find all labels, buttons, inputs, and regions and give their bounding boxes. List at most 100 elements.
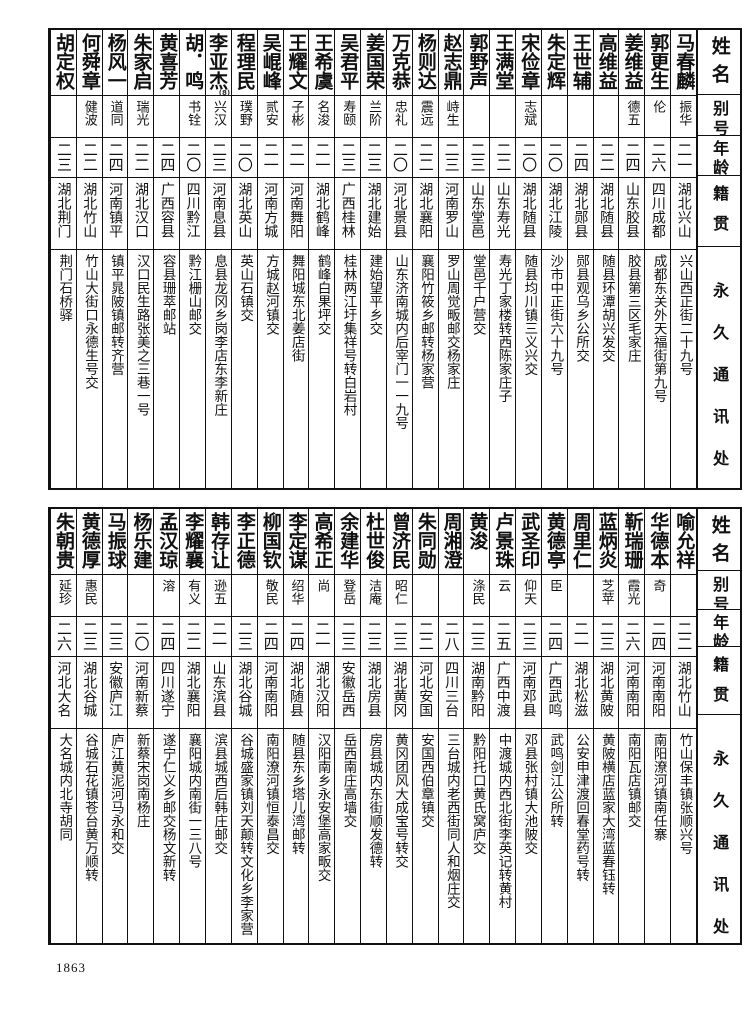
entry-address-text: 滨县城西后韩庄邮交 [211, 733, 228, 855]
entry-native-text: 广西武鸣 [546, 661, 563, 717]
entry-alias: 洁庵 [361, 575, 386, 617]
entry-alias: 峙生 [438, 96, 464, 138]
entry-address: 郧县观乌乡公所交 [568, 250, 593, 488]
entry-address: 南阳潦河镇恒泰昌交 [258, 729, 283, 943]
entry-address: 公安申津渡回春堂药号转 [568, 729, 593, 943]
entry-age: 二四 [619, 138, 645, 178]
entry-age: 二三 [335, 617, 361, 657]
entry-address: 武鸣剑江公所转 [542, 729, 567, 943]
entry-name-text: 孟汉琼 [156, 512, 179, 569]
entry-native-text: 四川三台 [443, 661, 460, 717]
entry-alias-text: 延珍 [55, 579, 71, 605]
roster-entry: 郭更生伦二六 四川成都 成都东关外天福街第九号 [644, 30, 671, 488]
entry-address-text: 方城赵河镇交 [262, 254, 279, 335]
entry-address-text: 沙市中正街六十九号 [547, 254, 564, 376]
entry-alias: 绍华 [283, 575, 309, 617]
entry-address-text: 南阳瓦店镇邮交 [624, 733, 641, 828]
entry-age-text: 二二 [494, 142, 513, 172]
roster-entry: 黄德厚 惠民 二三 湖北谷城 谷城石花镇苍台黄万顺转 [75, 509, 102, 943]
entry-address: 大名城内北寺胡同 [51, 729, 76, 943]
entry-address-text: 房县城内东街顺发德转 [366, 733, 383, 868]
entry-address: 遂宁仁义乡邮交杨文新转 [154, 729, 179, 943]
entry-native-text: 湖北黄冈 [391, 661, 408, 717]
entry-native-text: 山东寿光 [494, 182, 511, 238]
header-1-address-text: 永久通讯处 [710, 281, 730, 488]
roster-entry: 黄喜芳 二四 广西容县 容县珊萃邮站 [153, 30, 180, 488]
roster-entry: 高希正尚二一 湖北汉阳 汉阳南乡永安堡高家畈交 [308, 509, 335, 943]
entry-address-text: 大名城内北寺胡同 [56, 733, 73, 841]
roster-entry: 卢景珠云二五 广西中渡 中渡城内西北街李英记转黄村 [489, 509, 516, 943]
entry-address: 桂林两江圩集祥号转白岩村 [335, 250, 360, 488]
entry-age: 二四 [283, 617, 309, 657]
entry-age: 二三 [464, 138, 490, 178]
entry-native-text: 湖北汉阳 [313, 661, 330, 717]
entry-alias [438, 575, 464, 617]
entry-address-text: 英山石镇交 [237, 254, 254, 322]
roster-entry: 武圣印 仰天 二三 河南邓县 邓县张村镇大池陂交 [515, 509, 541, 943]
entry-name-text: 武圣印 [518, 512, 541, 569]
entry-age-text: 二三 [106, 621, 125, 651]
entry-age-text: 二一 [287, 142, 306, 172]
entry-address-text: 武鸣剑江公所转 [547, 733, 564, 828]
entry-alias: 臣 [541, 575, 567, 617]
entry-age-text: 二四 [649, 621, 668, 651]
entry-name-text: 朱家启 [130, 33, 153, 90]
entry-name: 黄喜芳 [154, 30, 180, 96]
entry-address: 庐江黄泥河马永和交 [103, 729, 128, 943]
entry-alias-text: 子彬 [288, 100, 304, 126]
entry-native: 湖北建始 [361, 178, 386, 250]
entry-name-text: 余建华 [337, 512, 360, 569]
entry-native: 河南方城 [257, 178, 283, 250]
entry-name: 何舜章 [76, 30, 102, 96]
entry-address: 汉阳南乡永安堡高家畈交 [309, 729, 334, 943]
header-2-native-text: 籍贯 [710, 656, 730, 715]
entry-age: 二四 [154, 617, 180, 657]
entry-address-text: 邓县张村镇大池陂交 [521, 733, 538, 855]
entry-age-text: 二三 [468, 621, 487, 651]
entry-address: 息县龙冈乡岗李店东李新庄 [206, 250, 231, 488]
entry-address: 谷城石花镇苍台黄万顺转 [77, 729, 102, 943]
entry-native: 山东寿光 [490, 178, 516, 250]
entry-native: 河南罗山 [438, 178, 464, 250]
entry-native-text: 湖北竹山 [675, 661, 692, 717]
entry-address: 邓县张村镇大池陂交 [516, 729, 541, 943]
entry-name: 姜维益 [619, 30, 645, 96]
entry-age: 二一 [257, 138, 283, 178]
entry-alias: 伦 [645, 96, 671, 138]
entry-age-text: 二三 [597, 621, 616, 651]
entry-native-text: 湖北江陵 [546, 182, 563, 238]
entry-address-text: 随县东乡塔儿湾邮转 [288, 733, 305, 855]
entry-alias [154, 96, 180, 138]
entry-address: 房县城内东街顺发德转 [361, 729, 386, 943]
entry-address-text: 襄阳竹筱乡邮转杨家营 [418, 254, 435, 389]
entry-native-text: 湖北襄阳 [184, 661, 201, 717]
entry-native-text: 广西桂林 [339, 182, 356, 238]
roster-entry: 李亚杰(8) 兴汉 二三 河南息县 息县龙冈乡岗李店东李新庄 [204, 30, 231, 488]
entry-age-text: 二二 [416, 142, 435, 172]
entry-alias-text: 书铨 [185, 100, 201, 126]
entry-age-text: 二二 [597, 142, 616, 172]
entry-alias [593, 96, 619, 138]
entry-name-text: 王希虞 [311, 33, 334, 90]
entry-address-text: 遂宁仁义乡邮交杨文新转 [159, 733, 176, 882]
entry-name: 李耀襄 [180, 509, 205, 575]
entry-name-text: 黄喜芳 [156, 33, 179, 90]
entry-alias-text: 登岳 [340, 579, 356, 605]
header-1-alias: 别号 [698, 95, 740, 137]
header-2-age: 年龄 [698, 610, 740, 648]
entry-address-text: 镇平晁陂镇邮转齐营 [107, 254, 124, 376]
entry-address: 黄冈团风大成宝号转交 [387, 729, 412, 943]
entry-native: 安徽庐江 [102, 657, 128, 729]
entry-age: 二三 [335, 138, 361, 178]
entry-native: 广西武鸣 [541, 657, 567, 729]
entry-age: 二四 [102, 138, 128, 178]
entry-name: 高希正 [309, 509, 335, 575]
entry-age-text: 二〇 [520, 142, 539, 172]
entry-alias-text: 健波 [81, 100, 97, 126]
entry-alias-text: 贰安 [262, 100, 278, 126]
entry-native-text: 广西容县 [158, 182, 175, 238]
entry-alias: 贰安 [257, 96, 283, 138]
entry-age: 二一 [671, 138, 696, 178]
entry-native: 河北安国 [412, 657, 438, 729]
roster-entry: 杜世俊 洁庵 二三 湖北房县 房县城内东街顺发德转 [360, 509, 386, 943]
